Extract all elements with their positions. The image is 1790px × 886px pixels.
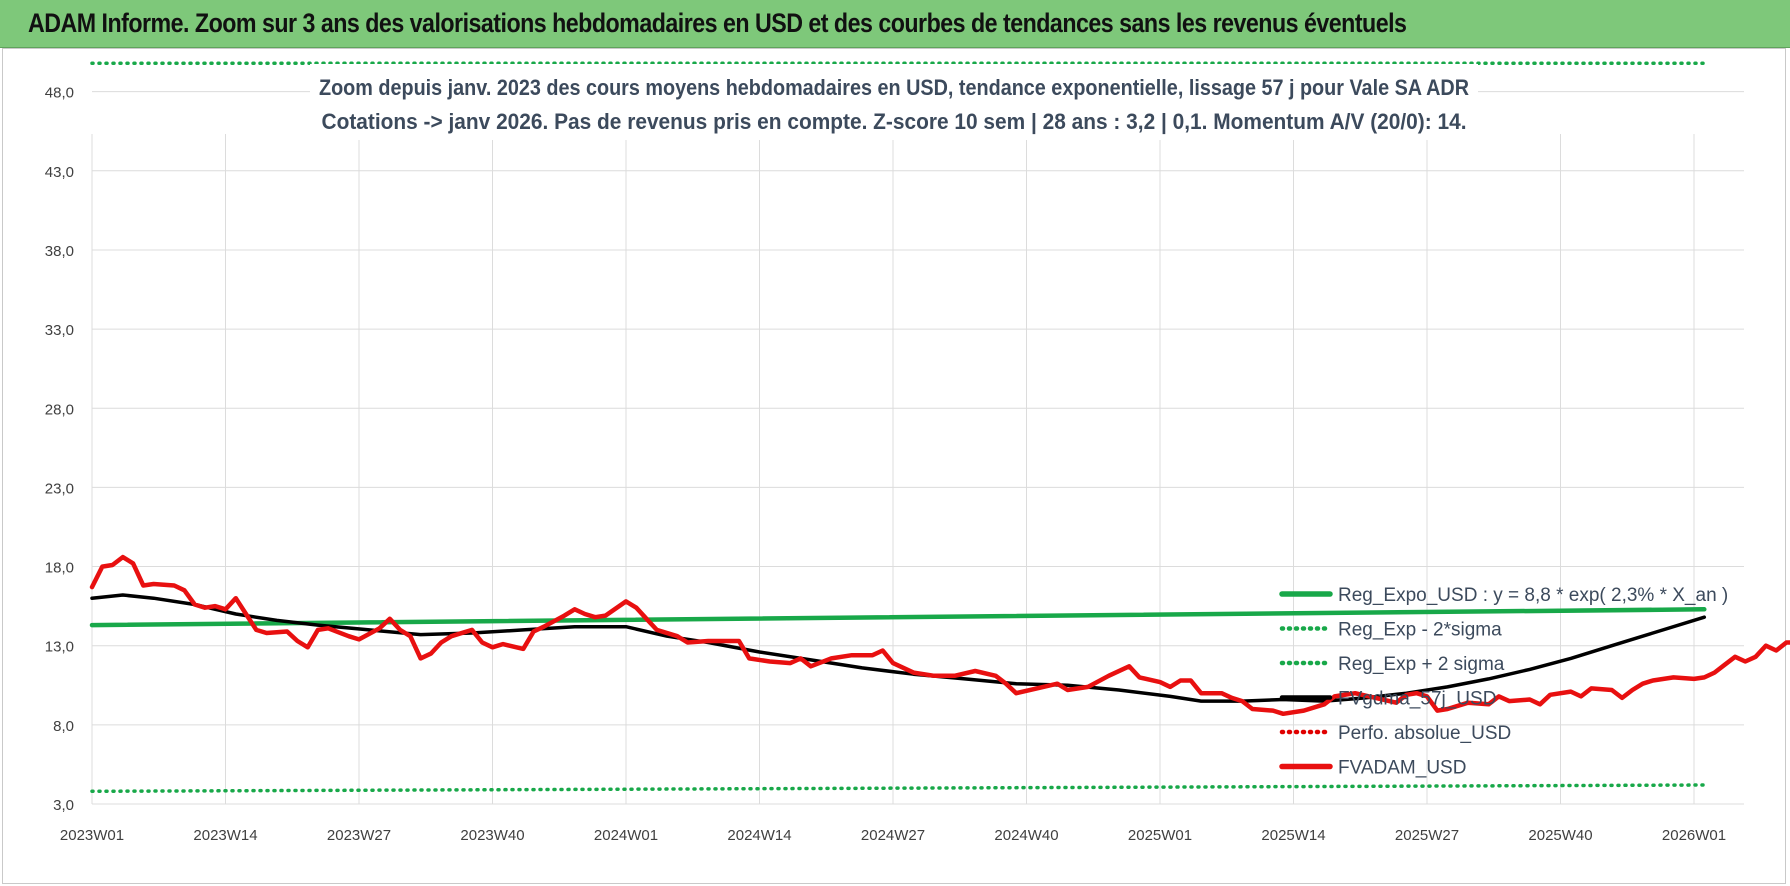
x-tick-label: 2023W01 — [60, 827, 124, 844]
chart-title-block: Zoom depuis janv. 2023 des cours moyens … — [310, 64, 1478, 140]
x-tick-label: 2024W14 — [727, 827, 791, 844]
y-tick-label: 43,0 — [45, 164, 74, 181]
legend: Reg_Expo_USD : y = 8,8 * exp( 2,3% * X_a… — [1279, 585, 1728, 779]
y-tick-label: 48,0 — [45, 85, 74, 102]
x-tick-label: 2024W01 — [594, 827, 658, 844]
report-title: ADAM Informe. Zoom sur 3 ans des valoris… — [28, 8, 1407, 38]
legend-label: Reg_Exp + 2 sigma — [1338, 654, 1505, 675]
y-tick-label: 3,0 — [53, 797, 74, 814]
x-tick-label: 2024W27 — [861, 827, 925, 844]
series-line — [89, 607, 1707, 628]
legend-label: FVgdma_57j_USD — [1338, 689, 1496, 710]
y-tick-label: 8,0 — [53, 718, 74, 735]
series-layer — [89, 61, 1790, 794]
y-tick-label: 28,0 — [45, 401, 74, 418]
chart-frame — [2, 48, 1786, 884]
report-banner: ADAM Informe. Zoom sur 3 ans des valoris… — [0, 0, 1790, 48]
series-line — [89, 554, 1790, 717]
legend-label: Reg_Expo_USD : y = 8,8 * exp( 2,3% * X_a… — [1338, 585, 1728, 606]
x-tick-label: 2023W27 — [327, 827, 391, 844]
legend-label: FVADAM_USD — [1338, 758, 1466, 779]
y-tick-label: 23,0 — [45, 480, 74, 497]
x-tick-label: 2023W40 — [460, 827, 524, 844]
x-tick-label: 2025W01 — [1128, 827, 1192, 844]
legend-label: Reg_Exp - 2*sigma — [1338, 620, 1502, 641]
x-tick-label: 2025W27 — [1395, 827, 1459, 844]
chart-title: Zoom depuis janv. 2023 des cours moyens … — [319, 75, 1469, 100]
y-tick-label: 18,0 — [45, 560, 74, 577]
x-axis-labels: 2023W01 2023W14 2023W27 2023W40 2024W01 2024W… — [60, 827, 1726, 844]
chart-title-background — [310, 64, 1478, 140]
y-tick-label: 33,0 — [45, 322, 74, 339]
x-tick-label: 2025W14 — [1261, 827, 1325, 844]
y-tick-label: 38,0 — [45, 243, 74, 260]
x-tick-label: 2023W14 — [193, 827, 257, 844]
x-tick-label: 2025W40 — [1528, 827, 1592, 844]
y-tick-label: 13,0 — [45, 639, 74, 656]
series-line — [90, 783, 1707, 794]
x-tick-label: 2024W40 — [994, 827, 1058, 844]
legend-label: Perfo. absolue_USD — [1338, 723, 1511, 744]
y-axis-labels: 3,0 8,0 13,0 18,0 23,0 28,0 33,0 38,0 43,0 48,0 — [45, 85, 74, 814]
x-tick-label: 2026W01 — [1662, 827, 1726, 844]
chart-subtitle: Cotations -> janv 2026. Pas de revenus p… — [322, 109, 1467, 134]
